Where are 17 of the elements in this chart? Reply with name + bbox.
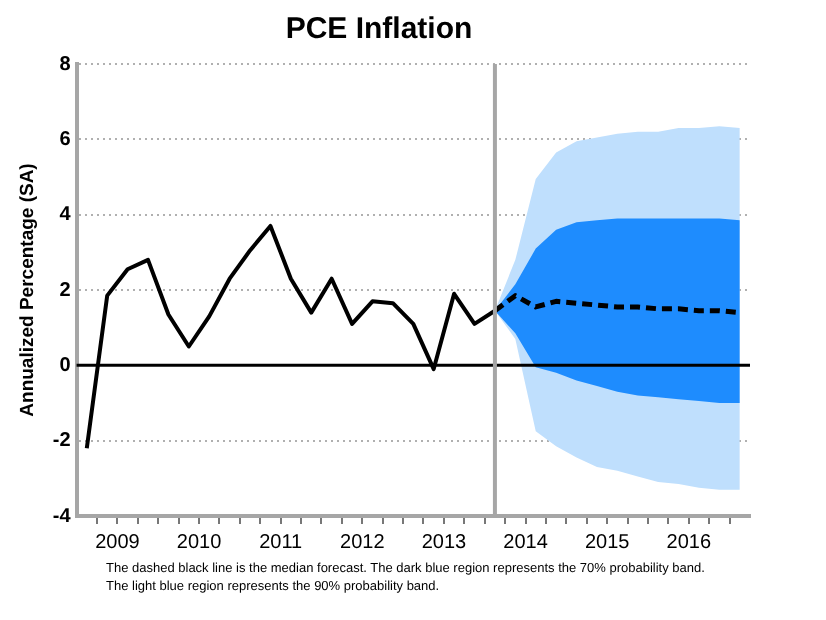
x-tick-label: 2010 bbox=[176, 531, 223, 554]
y-tick-label: 2 bbox=[59, 279, 72, 302]
x-tick-label: 2013 bbox=[421, 531, 468, 554]
y-tick-label: 8 bbox=[59, 53, 72, 76]
x-tick-label: 2009 bbox=[95, 531, 141, 554]
x-tick-label: 2011 bbox=[259, 531, 304, 554]
y-tick-label: -4 bbox=[52, 505, 72, 528]
x-tick-label: 2016 bbox=[666, 531, 712, 554]
y-tick-label: 0 bbox=[59, 354, 72, 377]
x-tick-label: 2014 bbox=[503, 531, 549, 554]
y-tick-label: 6 bbox=[59, 128, 72, 151]
x-tick-label: 2015 bbox=[584, 531, 631, 554]
chart-title: PCE Inflation bbox=[285, 12, 473, 47]
x-tick-label: 2012 bbox=[340, 531, 386, 554]
y-axis-title: Annualized Percentage (SA) bbox=[16, 163, 39, 417]
y-tick-label: -2 bbox=[52, 430, 72, 453]
y-tick-label: 4 bbox=[59, 204, 72, 227]
